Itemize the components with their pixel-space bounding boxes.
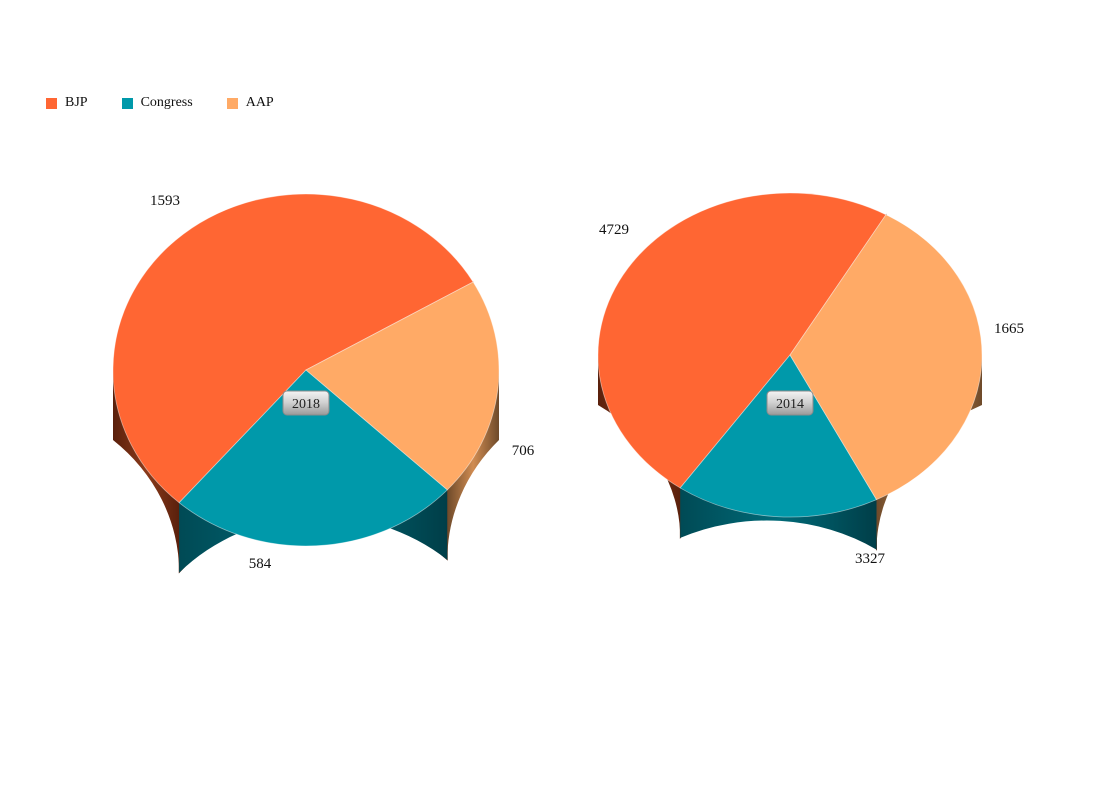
chart-legend: BJP Congress AAP — [46, 92, 308, 114]
year-badge-label: 2014 — [776, 397, 804, 412]
pie-chart-2014: 4729 1665 3327 2014 — [597, 192, 1024, 567]
legend-item-bjp[interactable]: BJP — [46, 95, 88, 111]
data-label-congress: 1665 — [994, 321, 1024, 337]
legend-label-aap: AAP — [245, 95, 274, 110]
data-label-bjp: 4729 — [599, 222, 629, 238]
data-label-aap: 584 — [249, 556, 272, 572]
legend-swatch-aap — [226, 97, 238, 109]
pie-slice-congress[interactable] — [679, 354, 878, 518]
legend-item-aap[interactable]: AAP — [226, 95, 274, 111]
year-badge — [282, 390, 330, 416]
data-label-congress: 706 — [512, 443, 535, 459]
pie-slice-bjp[interactable] — [112, 193, 474, 504]
legend-label-bjp: BJP — [65, 95, 88, 110]
data-label-bjp: 1593 — [150, 193, 180, 209]
legend-swatch-bjp — [46, 97, 57, 109]
data-label-aap: 3327 — [855, 551, 886, 567]
legend-label-congress: Congress — [140, 95, 193, 110]
pie-chart-2018: 1593 706 584 2018 — [112, 193, 535, 574]
pie-slice-congress[interactable] — [178, 369, 448, 547]
pie-slice-aap[interactable] — [789, 214, 983, 501]
pie-slice-bjp[interactable] — [597, 192, 887, 489]
year-badge-label: 2018 — [292, 397, 320, 412]
legend-item-congress[interactable]: Congress — [121, 95, 193, 111]
pie-slice-aap[interactable] — [305, 281, 500, 491]
legend-swatch-congress — [121, 97, 133, 109]
year-badge — [766, 390, 814, 416]
